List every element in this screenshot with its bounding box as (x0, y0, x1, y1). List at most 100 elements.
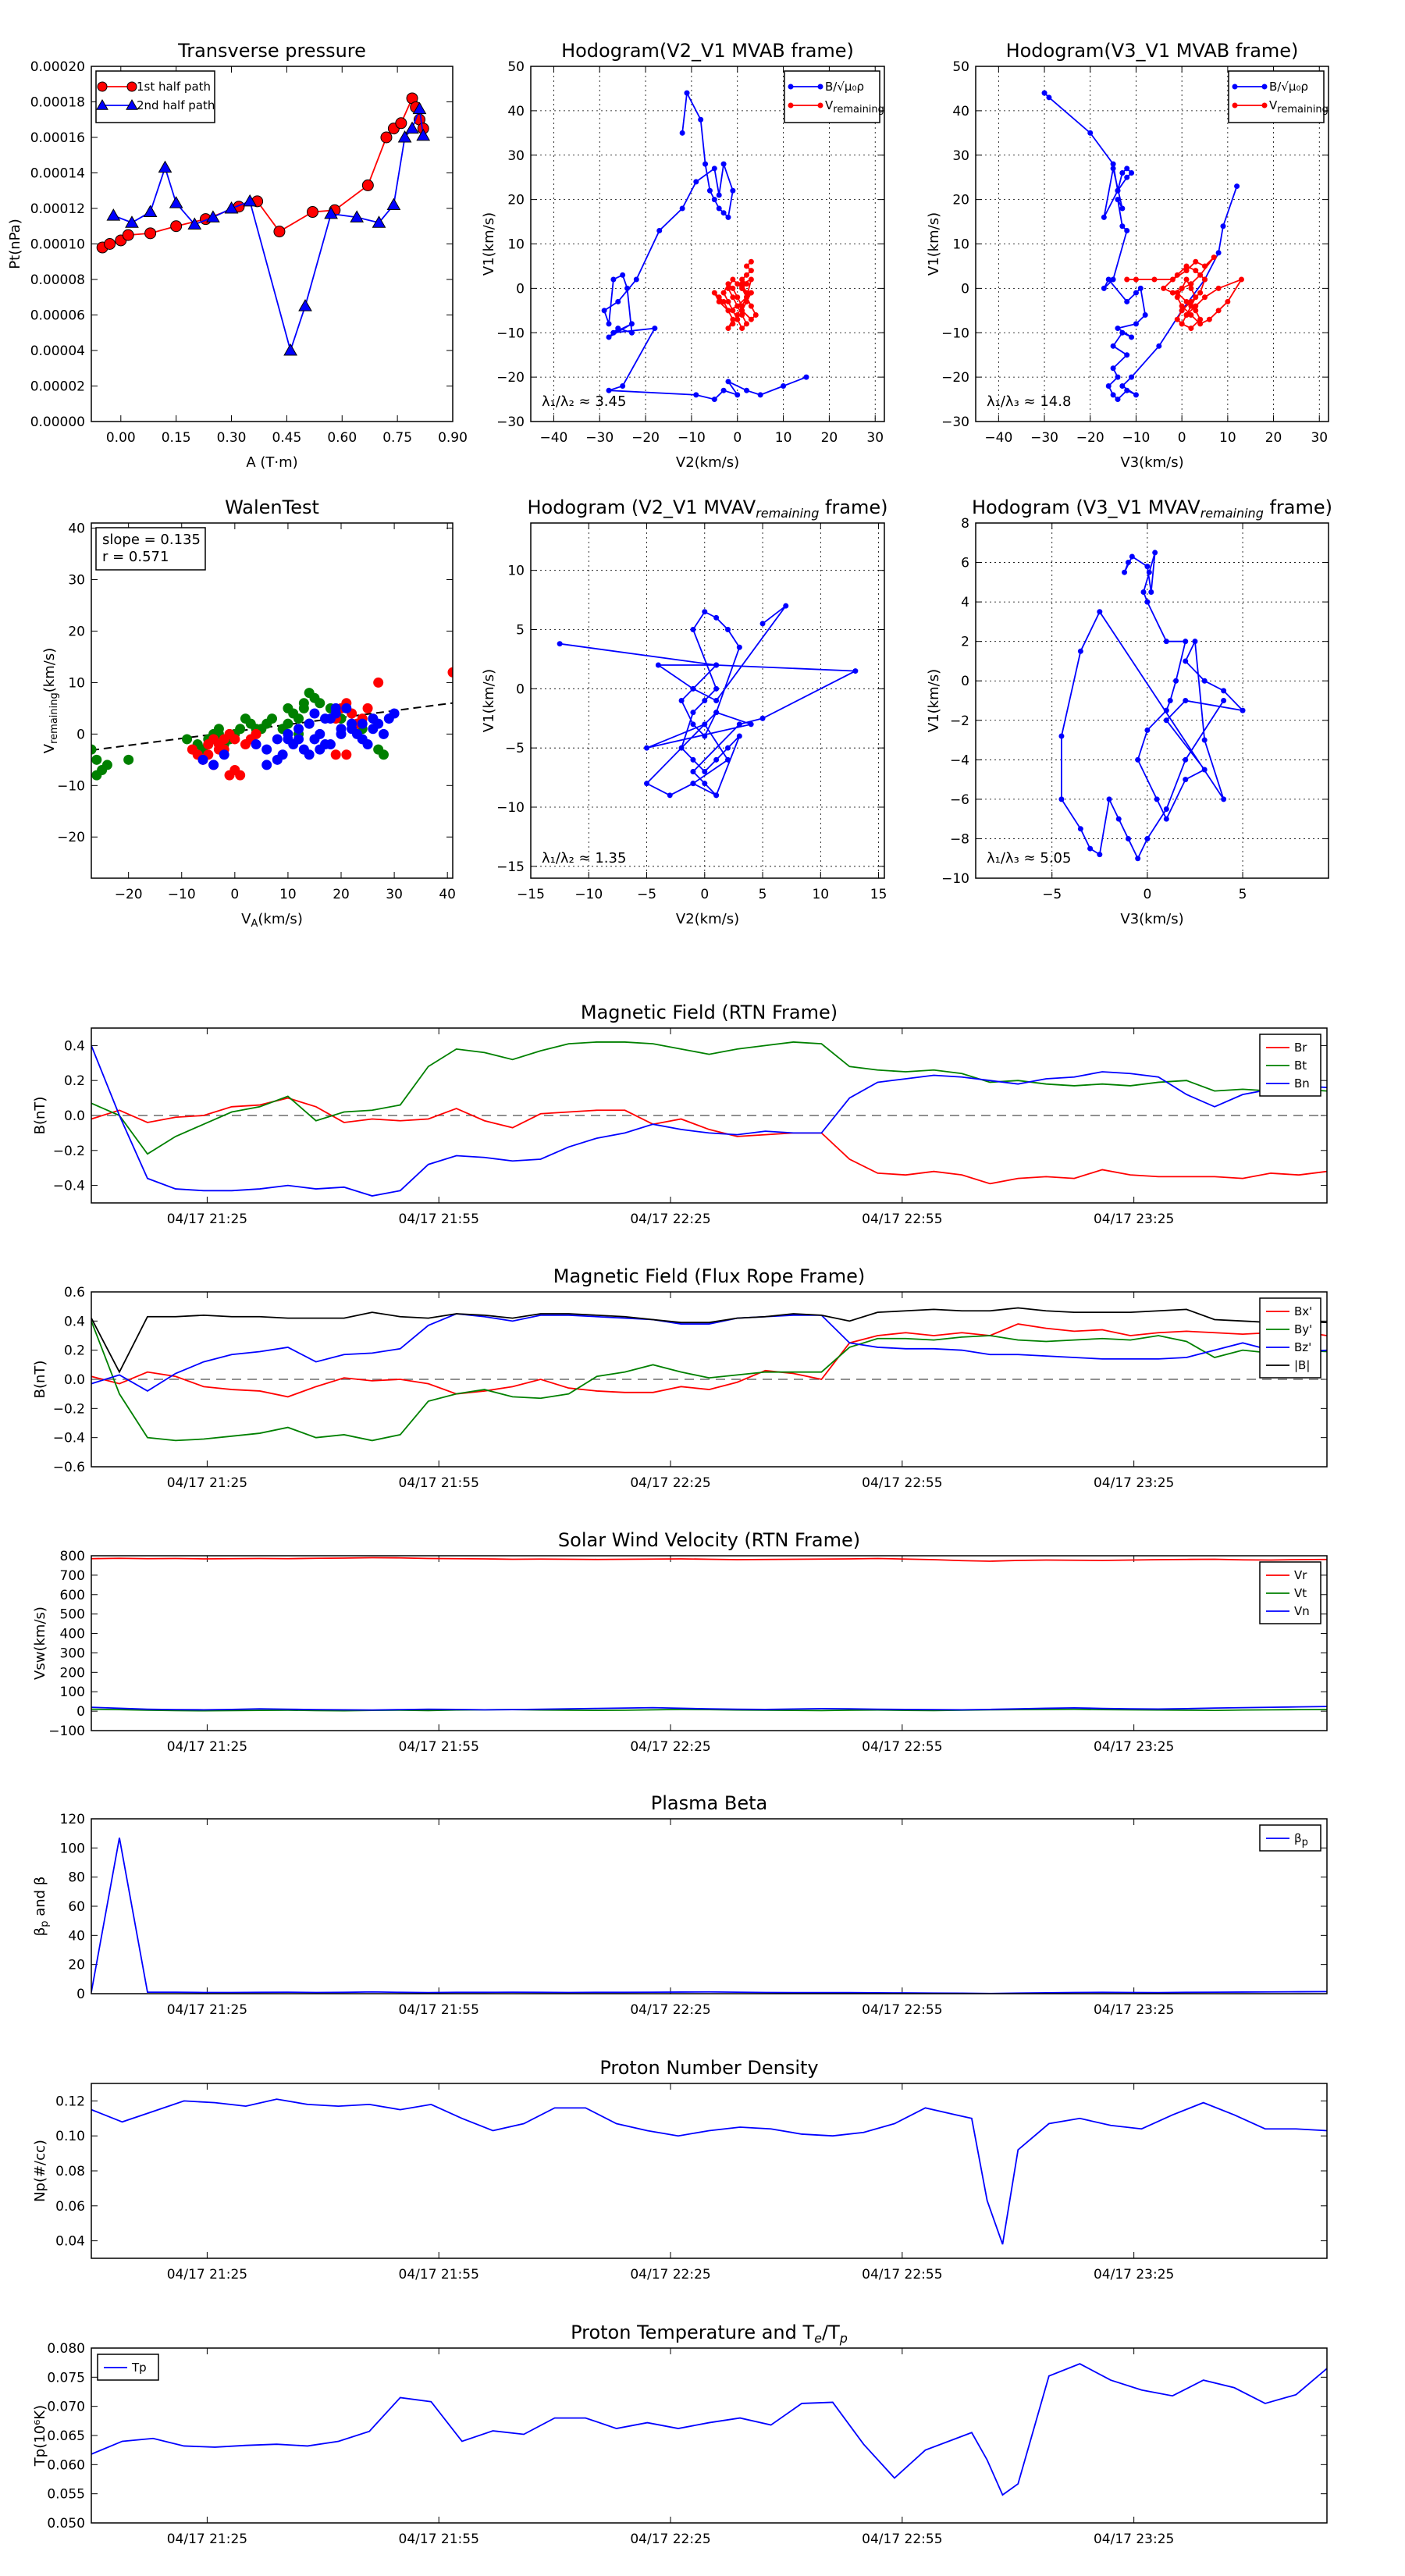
chart-fluxrope: 04/17 21:25 04/17 21:55 04/17 22:25 04/17 2… (32, 1265, 1328, 1491)
point-marker (693, 392, 699, 398)
point-marker (748, 258, 754, 265)
plot-background (531, 66, 884, 422)
point-marker (606, 387, 612, 393)
y-tick-label: 2 (961, 635, 969, 650)
y-tick-label: −10 (941, 326, 969, 341)
scatter-point (229, 734, 240, 745)
plot-area (1041, 90, 1244, 403)
point-marker (1183, 312, 1190, 318)
plot-area (96, 92, 431, 356)
legend: Vr Vt Vn (1259, 1561, 1321, 1624)
y-tick-label: 400 (60, 1627, 85, 1642)
x-tick-label: 20 (333, 887, 350, 902)
point-marker (1215, 250, 1222, 256)
legend-box (784, 70, 880, 123)
scatter-point (101, 760, 112, 770)
point-marker (748, 303, 754, 309)
plot-area (91, 1307, 1327, 1442)
y-tick-label: 0.00008 (30, 272, 85, 288)
scatter-point (283, 718, 293, 729)
point-marker (1154, 796, 1160, 802)
point-marker (693, 179, 699, 185)
point-marker (690, 685, 696, 692)
y-tick-label: 0.050 (47, 2516, 85, 2532)
plot-area (601, 90, 809, 403)
point-marker (106, 208, 121, 221)
point-marker (350, 210, 365, 222)
annotation-box (95, 527, 206, 571)
scatter-point (357, 718, 368, 729)
point-marker (1135, 756, 1141, 763)
point-marker (678, 698, 685, 703)
point-marker (711, 290, 717, 296)
y-axis-label: βp and β (32, 1877, 51, 1937)
x-axis-label: VA(km/s) (241, 911, 303, 930)
point-marker (1119, 223, 1126, 229)
series-line-3 (91, 1307, 1327, 1374)
point-marker (283, 343, 297, 356)
point-marker (395, 117, 407, 130)
legend-box (95, 70, 215, 123)
y-tick-label: 800 (60, 1549, 85, 1564)
point-marker (720, 298, 727, 304)
point-marker (1097, 609, 1103, 615)
point-marker (1124, 352, 1130, 358)
scatter-point (272, 754, 283, 765)
annotation-text: slope = 0.135 (102, 532, 201, 548)
y-tick-label: 0.00000 (30, 415, 85, 430)
plot-background (91, 1819, 1327, 1994)
point-marker (416, 128, 431, 141)
point-marker (739, 276, 745, 283)
point-marker (1124, 174, 1130, 180)
y-tick-label: 30 (952, 148, 969, 164)
plot-background (91, 523, 453, 878)
y-tick-label: 10 (68, 675, 85, 691)
point-marker (1193, 258, 1199, 265)
point-marker (158, 160, 173, 173)
scatter-point (309, 708, 320, 719)
point-marker (1087, 845, 1094, 852)
point-marker (713, 710, 720, 716)
y-tick-label: 0 (961, 281, 969, 297)
point-marker (243, 194, 258, 207)
y-axis-label: Tp(10⁶K) (32, 2405, 48, 2467)
scatter-point (341, 703, 352, 713)
scatter-point (447, 667, 453, 678)
y-tick-label: −10 (496, 800, 525, 816)
y-tick-label: 0.00018 (30, 95, 85, 111)
legend-label: B/√μ₀ρ (1269, 80, 1308, 94)
point-marker (1221, 796, 1227, 802)
point-marker (1140, 589, 1147, 595)
scatter-point (235, 770, 246, 781)
y-tick-label: 40 (68, 521, 85, 537)
point-marker (1202, 263, 1208, 269)
point-marker (170, 220, 183, 233)
annotation-text: r = 0.571 (102, 549, 169, 565)
point-marker (1192, 639, 1198, 645)
x-tick-label: 30 (386, 887, 403, 902)
point-marker (1261, 84, 1268, 90)
point-marker (405, 121, 419, 134)
y-tick-label: 0.070 (47, 2400, 85, 2415)
x-tick-label: 30 (866, 430, 884, 446)
legend-label: 2nd half path (137, 98, 215, 112)
point-marker (1174, 294, 1180, 301)
point-marker (606, 334, 612, 340)
y-tick-label: 0.0 (64, 1108, 85, 1124)
series-line-0 (560, 605, 859, 797)
point-marker (1129, 170, 1135, 176)
point-marker (725, 379, 731, 385)
scatter-point (347, 724, 357, 735)
point-marker (748, 316, 754, 322)
x-tick-label: 20 (821, 430, 838, 446)
y-tick-label: 0.00012 (30, 201, 85, 217)
y-tick-label: −20 (941, 370, 969, 386)
chart-walen: −20 −10 0 10 20 30 40 −20 −10 0 10 20 30 40 WalenTest V… (41, 496, 456, 930)
point-marker (736, 644, 742, 650)
point-marker (724, 627, 731, 632)
legend-label: Bx' (1294, 1304, 1312, 1318)
point-marker (667, 792, 673, 799)
y-tick-label: 5 (516, 623, 525, 639)
point-marker (759, 621, 766, 627)
x-tick-label: 0.30 (217, 430, 247, 446)
